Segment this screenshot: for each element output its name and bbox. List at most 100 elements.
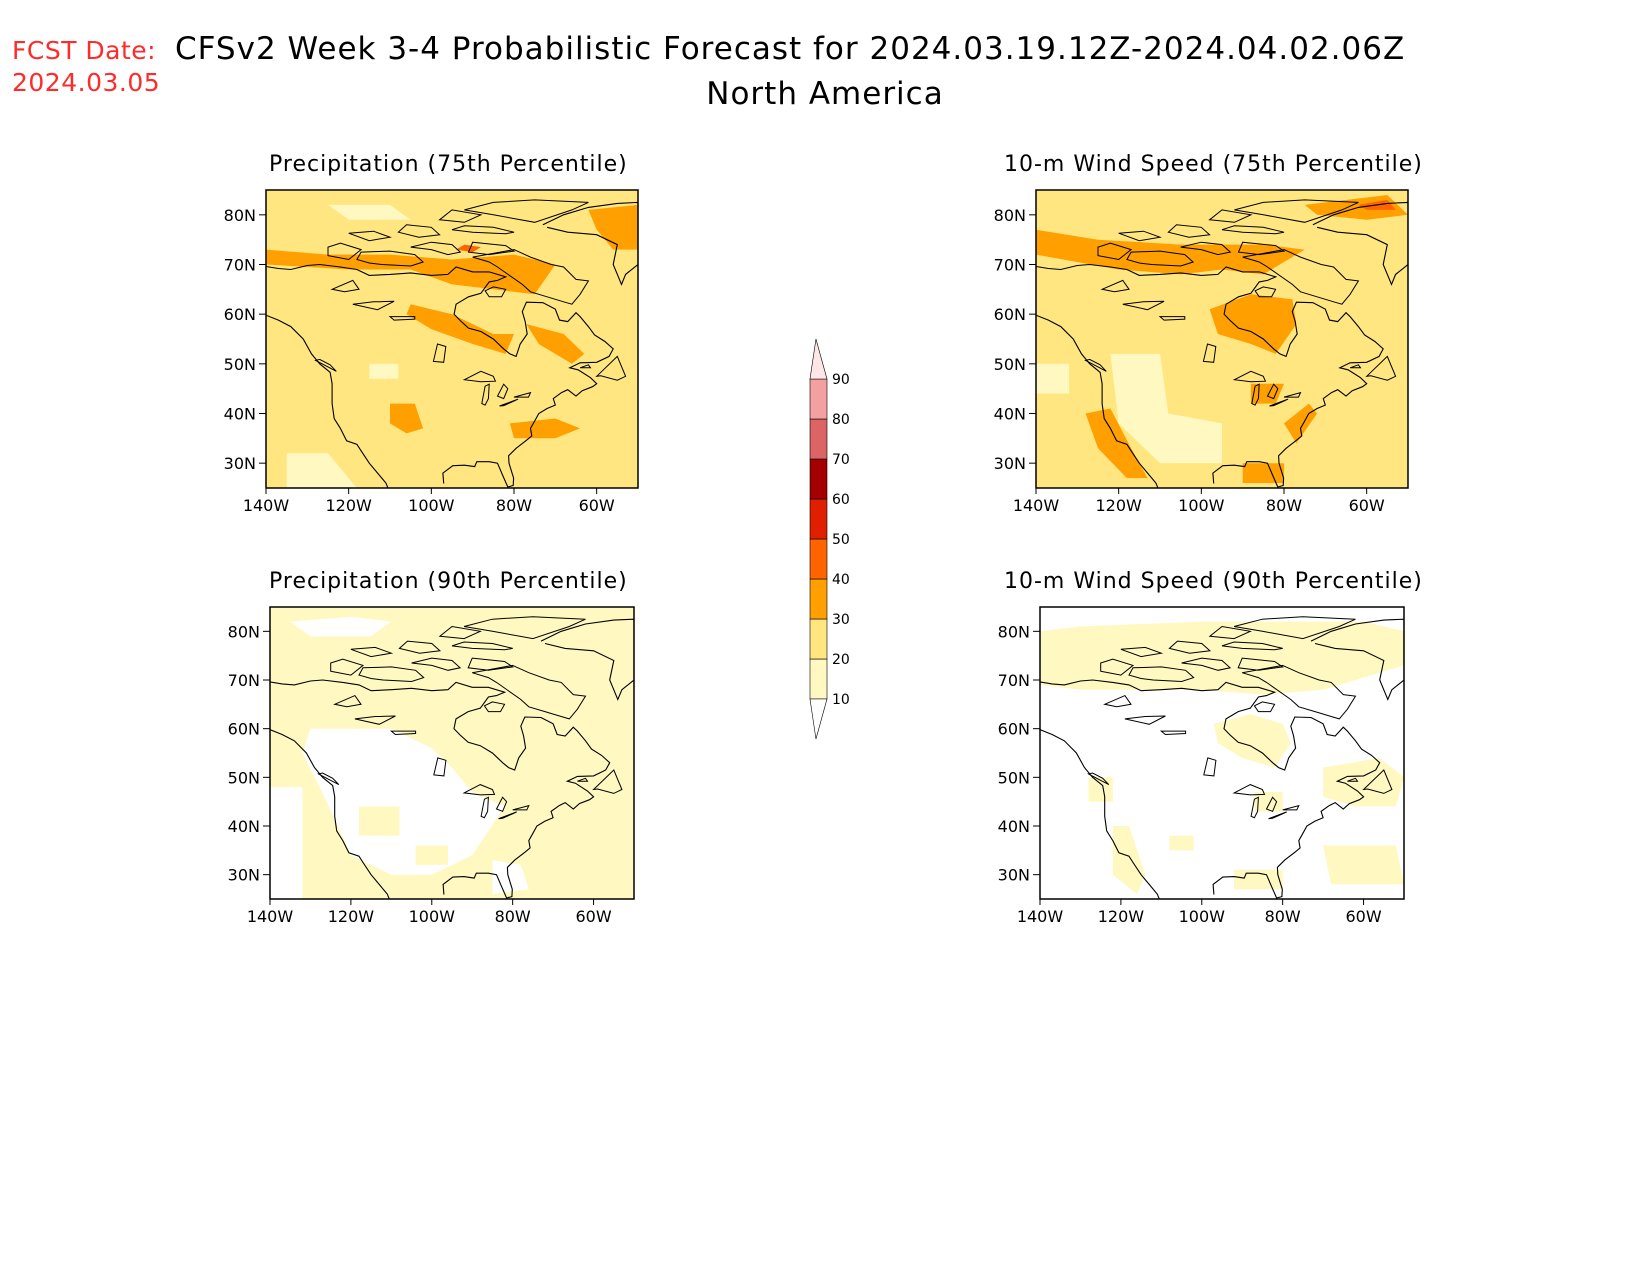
probability-area (390, 403, 424, 434)
coastline (1087, 772, 1110, 786)
coastline (1362, 769, 1393, 794)
coastline (451, 641, 513, 651)
lon-tick-label: 100W (409, 907, 456, 926)
lon-tick-label: 120W (325, 496, 372, 515)
coastline (1234, 199, 1359, 223)
coastline (270, 729, 390, 899)
lon-tick-label: 120W (1098, 907, 1145, 926)
coastline (1158, 316, 1186, 321)
probability-area (302, 728, 505, 875)
coastline (484, 286, 507, 298)
colorbar-bottom-triangle (809, 698, 828, 740)
panel-title-precip-90: Precipitation (90th Percentile) (269, 569, 628, 594)
coastline (577, 777, 589, 782)
coastline (1283, 391, 1302, 398)
coastline (350, 646, 394, 658)
coastline (1250, 796, 1259, 819)
coastline (1181, 657, 1232, 671)
coastline (1347, 777, 1359, 782)
coastline (398, 640, 442, 654)
lon-tick-label: 140W (243, 496, 290, 515)
probability-area (359, 806, 400, 836)
coastline (333, 694, 362, 708)
lat-tick-label: 30N (224, 454, 256, 473)
colorbar-segment (809, 618, 828, 660)
map-panel-precip-75: 80N 70N 60N 50N 40N 30N 140W 120W 100W 80W 60W (224, 189, 639, 515)
lat-tick-label: 70N (994, 256, 1026, 275)
coastline (1233, 616, 1356, 640)
coastline (388, 316, 416, 321)
colorbar-top-triangle (809, 338, 828, 380)
colorbar-label: 80 (832, 412, 850, 428)
coastline (314, 358, 337, 372)
coastline (467, 657, 515, 671)
lat-tick-label: 70N (224, 256, 256, 275)
coastline (540, 618, 634, 701)
coastline (1282, 804, 1300, 811)
coastline (266, 263, 614, 488)
lon-tick-label: 80W (1265, 907, 1301, 926)
panel-title-wind-90: 10-m Wind Speed (90th Percentile) (1004, 569, 1423, 594)
coastline (592, 769, 623, 794)
lon-tick-label: 140W (1013, 496, 1060, 515)
lat-tick-label: 60N (228, 720, 260, 739)
lon-tick-label: 80W (1266, 496, 1302, 515)
coastline (1266, 383, 1279, 400)
coastline (472, 664, 587, 720)
lat-tick-label: 70N (998, 671, 1030, 690)
lon-tick-label: 60W (579, 496, 615, 515)
coastline (327, 242, 363, 261)
coastline (462, 370, 497, 383)
coastline (1265, 796, 1278, 813)
coastline (1122, 300, 1165, 311)
colorbar-label: 50 (832, 532, 850, 548)
coastline (513, 391, 532, 398)
coastline (1036, 263, 1384, 488)
coastline (1242, 249, 1360, 305)
probability-area (1088, 777, 1113, 802)
coastline (411, 657, 462, 671)
coastline (1084, 358, 1107, 372)
panel-title-precip-75: Precipitation (75th Percentile) (269, 152, 628, 177)
lon-tick-label: 100W (1179, 907, 1226, 926)
probability-area (1110, 353, 1222, 464)
coastline (1128, 666, 1195, 683)
lat-tick-label: 80N (998, 622, 1030, 641)
probability-area (1169, 835, 1194, 851)
lat-tick-label: 80N (994, 206, 1026, 225)
coastline (1120, 646, 1164, 658)
coastline (433, 757, 447, 777)
lat-tick-label: 60N (994, 305, 1026, 324)
probability-area (415, 845, 448, 865)
probability-area (1112, 826, 1146, 895)
coastline (266, 314, 389, 488)
map-panel-precip-90: 80N 70N 60N 50N 40N 30N 140W 120W 100W 80W 60W (228, 606, 635, 926)
map-panel-wind-90: 80N 70N 60N 50N 40N 30N 140W 120W 100W 80W 60W (998, 606, 1405, 926)
probability-area (526, 324, 585, 364)
probability-area (266, 249, 556, 295)
coastline (1232, 784, 1266, 796)
coastline (1268, 811, 1287, 820)
coastline (472, 249, 590, 305)
coastline (462, 784, 496, 796)
coastline (1221, 225, 1285, 235)
coastline (1118, 230, 1162, 242)
coastline (1365, 355, 1397, 381)
coastline (464, 199, 589, 223)
lon-tick-label: 100W (408, 496, 455, 515)
coastline (432, 343, 447, 363)
probability-area (406, 304, 514, 354)
map-frame (1035, 189, 1409, 489)
lat-tick-label: 30N (998, 866, 1030, 885)
probability-area (328, 204, 411, 220)
lat-tick-label: 40N (228, 817, 260, 836)
probability-area (1209, 294, 1297, 354)
colorbar-label: 90 (832, 372, 850, 388)
coastline (270, 679, 611, 899)
lat-tick-label: 60N (998, 720, 1030, 739)
coastline (1097, 242, 1133, 261)
coastline (499, 398, 519, 407)
coastline (438, 209, 483, 223)
lat-tick-label: 50N (224, 355, 256, 374)
probability-area (286, 453, 357, 488)
